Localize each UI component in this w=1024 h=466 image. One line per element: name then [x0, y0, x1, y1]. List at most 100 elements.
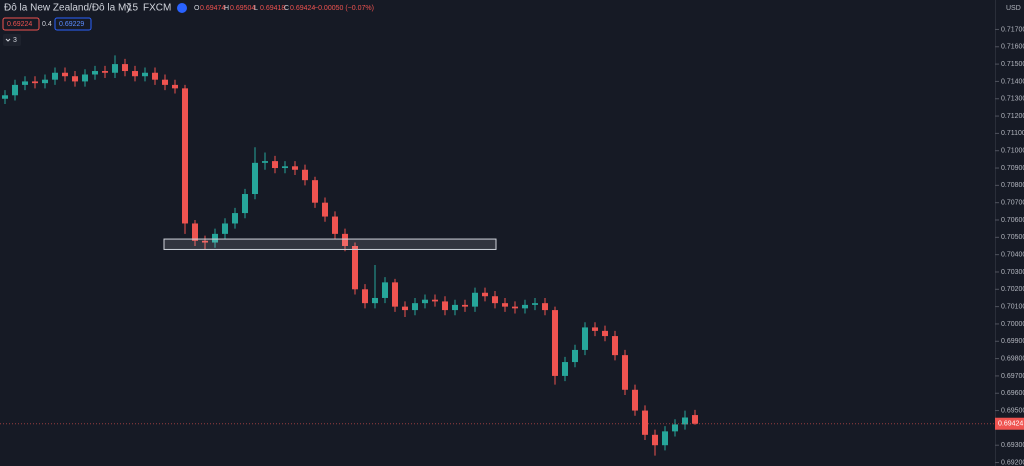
ohlc-value: 0.69418 — [260, 5, 285, 12]
candle-body — [162, 79, 168, 85]
sell-price: 0.69224 — [7, 21, 32, 28]
status-icon[interactable] — [177, 3, 187, 13]
zone — [163, 238, 497, 250]
candle-body — [402, 306, 408, 311]
candle-body — [322, 202, 328, 217]
candle-body — [22, 81, 28, 85]
candle-body — [62, 72, 68, 77]
ohlc-key: L — [254, 5, 258, 12]
candle-body — [132, 71, 138, 77]
candle-body — [452, 304, 458, 311]
candle-body — [472, 292, 478, 307]
candle-body — [422, 299, 428, 304]
candle-body — [282, 166, 288, 169]
candle-body — [112, 64, 118, 73]
candle-body — [522, 304, 528, 309]
y-tick-label: 0.69900 — [1001, 338, 1024, 345]
y-tick-label: 0.69600 — [1001, 390, 1024, 397]
candle-body — [2, 95, 8, 99]
candle-body — [142, 72, 148, 77]
candle-body — [572, 349, 578, 363]
candle-body — [82, 74, 88, 82]
candle-body — [442, 301, 448, 311]
change: −0.00050 (−0.07%) — [314, 5, 374, 12]
y-tick-label: 0.70700 — [1001, 200, 1024, 207]
y-tick-label: 0.70500 — [1001, 234, 1024, 241]
candle-body — [172, 84, 178, 89]
candle-body — [582, 327, 588, 350]
y-tick-label: 0.70800 — [1001, 182, 1024, 189]
candle-body — [382, 282, 388, 298]
buy-button[interactable] — [54, 17, 92, 31]
candle-body — [482, 292, 488, 297]
candle-body — [232, 213, 238, 224]
candle-body — [602, 330, 608, 337]
last-price-label: 0.69424 — [998, 421, 1023, 428]
candle-body — [592, 327, 598, 331]
sell-button[interactable] — [2, 17, 40, 31]
candle-body — [202, 240, 208, 243]
candle-body — [542, 303, 548, 311]
indicator-count: 3 — [13, 37, 17, 44]
candle-body — [242, 194, 248, 214]
candle-body — [212, 233, 218, 243]
candle-body — [12, 84, 18, 96]
y-tick-label: 0.69200 — [1001, 459, 1024, 466]
candle-body — [462, 304, 468, 307]
ohlc-value: 0.69424 — [290, 5, 315, 12]
candle-body — [692, 415, 698, 424]
y-tick-label: 0.71300 — [1001, 96, 1024, 103]
candle-body — [392, 282, 398, 307]
candle-body — [562, 362, 568, 376]
chevron — [5, 38, 11, 42]
y-tick-label: 0.71500 — [1001, 61, 1024, 68]
candle-body — [432, 299, 438, 302]
buy-price: 0.69229 — [59, 21, 84, 28]
source: FXCM — [143, 3, 171, 14]
candle-body — [222, 223, 228, 234]
spread: 0.4 — [42, 21, 52, 28]
ohlc-key: H — [224, 5, 229, 12]
candle-body — [552, 310, 558, 376]
y-tick-label: 0.71700 — [1001, 26, 1024, 33]
candle-body — [52, 72, 58, 80]
y-tick-label: 0.70300 — [1001, 269, 1024, 276]
candle-body — [292, 166, 298, 170]
y-tick-label: 0.71000 — [1001, 148, 1024, 155]
candle-body — [372, 297, 378, 304]
candle-body — [272, 161, 278, 169]
y-tick-label: 0.69800 — [1001, 355, 1024, 362]
candle-body — [632, 389, 638, 411]
candle-body — [252, 162, 258, 195]
candle-body — [612, 336, 618, 356]
y-tick-label: 0.69700 — [1001, 373, 1024, 380]
candle-body — [302, 169, 308, 181]
ohlc-key: C — [284, 5, 289, 12]
ohlc-key: O — [194, 5, 200, 12]
y-tick-label: 0.70600 — [1001, 217, 1024, 224]
y-tick-label: 0.69500 — [1001, 407, 1024, 414]
currency: USD — [1006, 5, 1021, 12]
candle-body — [152, 72, 158, 80]
y-tick-label: 0.71200 — [1001, 113, 1024, 120]
candle-body — [42, 79, 48, 84]
interval: 15 — [127, 3, 139, 14]
candle-body — [672, 424, 678, 432]
y-tick-label: 0.70400 — [1001, 251, 1024, 258]
candle-body — [512, 306, 518, 309]
y-tick-label: 0.70000 — [1001, 321, 1024, 328]
symbol: Đô la New Zealand/Đô la Mỹ — [4, 3, 131, 14]
y-tick-label: 0.71600 — [1001, 44, 1024, 51]
candle-body — [342, 233, 348, 246]
candle-body — [332, 216, 338, 234]
y-tick-label: 0.70900 — [1001, 165, 1024, 172]
candle-body — [32, 81, 38, 84]
candle-body — [92, 71, 98, 75]
indicator-toggle[interactable] — [3, 34, 21, 46]
y-tick-label: 0.69300 — [1001, 442, 1024, 449]
candle-body — [352, 245, 358, 290]
plot — [0, 55, 995, 456]
